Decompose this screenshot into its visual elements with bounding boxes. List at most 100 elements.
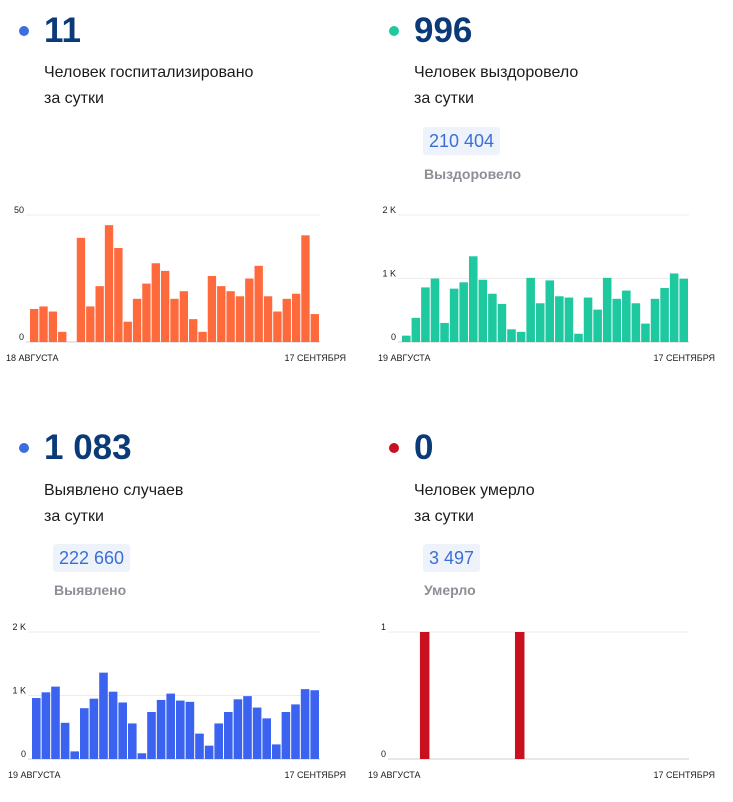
bar	[207, 275, 217, 342]
bar	[185, 701, 195, 759]
description-line-2: за сутки	[44, 90, 104, 107]
bar	[179, 291, 189, 342]
bar	[514, 632, 525, 759]
bar	[411, 317, 421, 342]
x-end-label: 17 СЕНТЯБРЯ	[284, 353, 346, 363]
bar	[99, 672, 108, 759]
bar	[243, 696, 252, 759]
bar	[419, 632, 430, 759]
bar	[170, 298, 179, 342]
panel-hospitalized: 11 Человек госпитализировано за сутки 0 5…	[0, 0, 366, 380]
y-tick-label: 2 K	[382, 205, 396, 215]
description: Человек выздоровело за сутки	[414, 60, 714, 112]
bar	[204, 745, 214, 759]
bar	[583, 297, 593, 342]
total-label: Выявлено	[54, 582, 127, 598]
bar	[147, 712, 156, 759]
bar	[86, 306, 95, 342]
bar	[235, 296, 245, 342]
bar	[217, 286, 226, 342]
deaths-bar-chart: 0 1 19 АВГУСТА 17 СЕНТЯБРЯ	[368, 622, 715, 780]
bar	[421, 287, 430, 342]
bar	[224, 712, 233, 759]
bar	[282, 298, 291, 342]
series-dot-icon	[389, 26, 399, 36]
description-line-1: Выявлено случаев	[44, 482, 184, 499]
daily-value: 1 083	[44, 428, 132, 467]
bar	[650, 298, 660, 342]
bar	[41, 692, 51, 759]
bar	[114, 248, 123, 342]
bar	[80, 708, 89, 759]
cases-bar-chart: 0 1 K 2 K 19 АВГУСТА 17 СЕНТЯБРЯ	[8, 622, 346, 780]
bar	[252, 707, 262, 759]
bar	[160, 270, 170, 342]
description: Человек умерло за сутки	[414, 478, 714, 530]
y-tick-label: 1 K	[12, 686, 26, 696]
x-start-label: 18 АВГУСТА	[6, 353, 59, 363]
description-line-2: за сутки	[44, 508, 104, 525]
x-end-label: 17 СЕНТЯБРЯ	[284, 770, 346, 780]
bar	[272, 744, 281, 759]
y-tick-label: 0	[21, 749, 26, 759]
bar	[176, 700, 185, 759]
bar	[51, 686, 60, 759]
bar	[291, 704, 300, 759]
bar	[123, 321, 132, 342]
bar	[535, 303, 545, 342]
description-line-2: за сутки	[414, 90, 474, 107]
bar	[262, 718, 271, 759]
bar	[545, 280, 555, 342]
bar	[128, 723, 137, 759]
bar	[281, 712, 291, 759]
bar	[58, 331, 67, 342]
bar	[497, 303, 507, 342]
bar	[622, 290, 631, 342]
bar	[233, 699, 243, 759]
bar	[156, 699, 166, 759]
x-end-label: 17 СЕНТЯБРЯ	[653, 353, 715, 363]
y-tick-label: 2 K	[12, 622, 26, 632]
daily-value: 996	[414, 11, 473, 50]
bar	[198, 331, 207, 342]
bar	[273, 311, 282, 342]
bar	[488, 293, 497, 342]
x-start-label: 19 АВГУСТА	[378, 353, 431, 363]
bar	[300, 689, 310, 759]
bar	[301, 235, 310, 342]
bar	[132, 298, 142, 342]
bar	[137, 753, 147, 759]
bar	[166, 693, 175, 759]
bar	[89, 698, 99, 759]
bar	[430, 278, 440, 342]
bar	[449, 288, 459, 342]
bar	[507, 329, 516, 342]
description: Выявлено случаев за сутки	[44, 478, 344, 530]
total-value: 210 404	[423, 127, 501, 155]
y-tick-label: 1	[381, 622, 386, 632]
description-line-1: Человек выздоровело	[414, 64, 579, 81]
bar	[459, 282, 468, 342]
bar	[631, 303, 641, 342]
bar	[142, 283, 151, 342]
bar	[660, 288, 669, 342]
bar	[310, 690, 319, 759]
bar	[516, 331, 526, 342]
bar	[195, 733, 204, 759]
bar	[669, 273, 679, 342]
bar	[555, 296, 564, 342]
bar	[612, 298, 622, 342]
description-line-1: Человек госпитализировано	[44, 64, 254, 81]
daily-value: 0	[414, 428, 434, 467]
recovered-bar-chart: 0 1 K 2 K 19 АВГУСТА 17 СЕНТЯБРЯ	[378, 205, 715, 363]
description: Человек госпитализировано за сутки	[44, 60, 344, 112]
bar	[602, 277, 612, 342]
series-dot-icon	[389, 443, 399, 453]
bar	[76, 237, 86, 342]
y-tick-label: 1 K	[382, 269, 396, 279]
y-tick-label: 0	[391, 332, 396, 342]
bar	[30, 308, 39, 342]
total-value: 3 497	[423, 544, 481, 572]
panel-deaths: 0 Человек умерло за сутки 3 497 Умерло 0…	[367, 418, 733, 798]
bar	[104, 225, 114, 342]
